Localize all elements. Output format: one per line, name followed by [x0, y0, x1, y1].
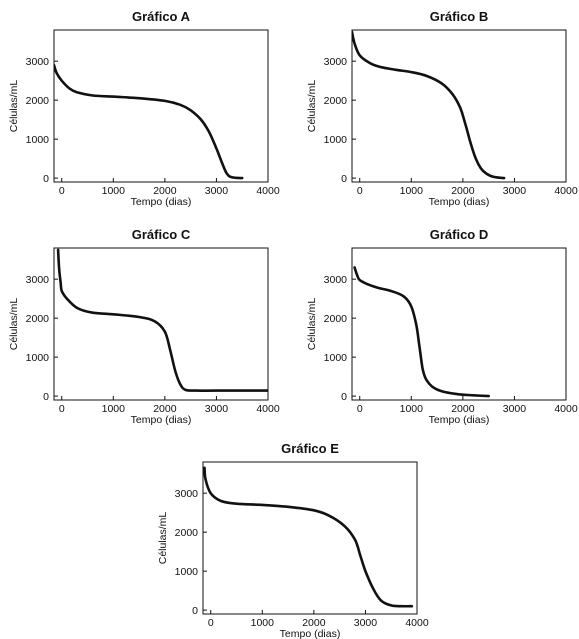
y-tick-label: 2000 — [26, 313, 50, 325]
y-tick-label: 1000 — [26, 352, 50, 364]
x-tick-label: 1000 — [400, 185, 424, 197]
y-tick-label: 0 — [43, 173, 49, 185]
x-tick-label: 2000 — [451, 185, 475, 197]
y-axis-label: Células/mL — [8, 80, 20, 133]
x-tick-label: 3000 — [503, 185, 527, 197]
y-tick-label: 0 — [192, 605, 198, 617]
chart-title: Gráfico C — [132, 227, 191, 242]
data-line-series-1 — [56, 248, 268, 392]
y-tick-label: 1000 — [175, 566, 199, 578]
y-tick-label: 1000 — [324, 352, 348, 364]
y-tick-label: 1000 — [324, 134, 348, 146]
data-line-series-1 — [54, 63, 244, 180]
chart-title: Gráfico D — [430, 227, 489, 242]
chart-title: Gráfico B — [430, 9, 489, 24]
chart-d: Gráfico D 0 1000 2000 3000 4000 0 1000 2000 3000 T… — [306, 227, 578, 426]
x-tick-label: 3000 — [354, 617, 378, 629]
y-tick-label: 0 — [43, 391, 49, 403]
plot-frame — [202, 461, 418, 615]
y-tick-label: 2000 — [324, 313, 348, 325]
x-tick-label: 1000 — [102, 403, 126, 415]
data-line-series-1 — [353, 266, 490, 398]
x-tick-label: 3000 — [205, 403, 229, 415]
chart-c: Gráfico C 0 1000 2000 3000 4000 0 1000 2000 3000 T… — [8, 227, 280, 426]
y-axis-label: Células/mL — [8, 298, 20, 351]
x-tick-label: 3000 — [503, 403, 527, 415]
y-tick-label: 3000 — [324, 56, 348, 68]
x-tick-label: 0 — [357, 403, 363, 415]
data-line-series-1 — [203, 466, 414, 608]
x-axis-label: Tempo (dias) — [429, 414, 490, 426]
y-tick-label: 3000 — [324, 274, 348, 286]
x-tick-label: 4000 — [554, 185, 578, 197]
y-tick-label: 3000 — [175, 488, 199, 500]
y-tick-label: 2000 — [324, 95, 348, 107]
plot-frame — [351, 247, 567, 401]
plot-frame — [53, 29, 269, 183]
y-tick-label: 3000 — [26, 56, 50, 68]
x-tick-label: 4000 — [405, 617, 429, 629]
plot-frame — [351, 29, 567, 183]
y-tick-label: 2000 — [175, 527, 199, 539]
x-tick-label: 3000 — [205, 185, 229, 197]
x-tick-label: 1000 — [102, 185, 126, 197]
x-tick-label: 1000 — [251, 617, 275, 629]
x-tick-label: 4000 — [256, 403, 280, 415]
y-tick-label: 3000 — [26, 274, 50, 286]
x-tick-label: 2000 — [302, 617, 326, 629]
x-tick-label: 2000 — [451, 403, 475, 415]
y-axis-label: Células/mL — [306, 80, 318, 133]
y-tick-label: 0 — [341, 173, 347, 185]
y-tick-label: 2000 — [26, 95, 50, 107]
plot-frame — [53, 247, 269, 401]
x-tick-label: 4000 — [256, 185, 280, 197]
chart-title: Gráfico A — [132, 9, 191, 24]
chart-b: Gráfico B 0 1000 2000 3000 4000 0 1000 2000 3000 T… — [306, 9, 578, 208]
x-tick-label: 0 — [208, 617, 214, 629]
x-axis-label: Tempo (dias) — [429, 196, 490, 208]
x-tick-label: 0 — [357, 185, 363, 197]
x-tick-label: 0 — [59, 185, 65, 197]
y-tick-label: 1000 — [26, 134, 50, 146]
x-tick-label: 0 — [59, 403, 65, 415]
chart-a: Gráfico A 0 1000 2000 3000 4000 0 1000 2000 3000 T… — [8, 9, 280, 208]
x-tick-label: 2000 — [153, 403, 177, 415]
x-axis-label: Tempo (dias) — [131, 414, 192, 426]
y-axis-label: Células/mL — [306, 298, 318, 351]
x-tick-label: 2000 — [153, 185, 177, 197]
y-axis-label: Células/mL — [157, 512, 169, 565]
x-axis-label: Tempo (dias) — [280, 628, 341, 639]
y-tick-label: 0 — [341, 391, 347, 403]
chart-e: Gráfico E 0 1000 2000 3000 4000 0 1000 2000 3000 T… — [157, 441, 429, 639]
chart-title: Gráfico E — [281, 441, 339, 456]
x-tick-label: 1000 — [400, 403, 424, 415]
x-axis-label: Tempo (dias) — [131, 196, 192, 208]
data-line-series-1 — [352, 30, 506, 180]
x-tick-label: 4000 — [554, 403, 578, 415]
